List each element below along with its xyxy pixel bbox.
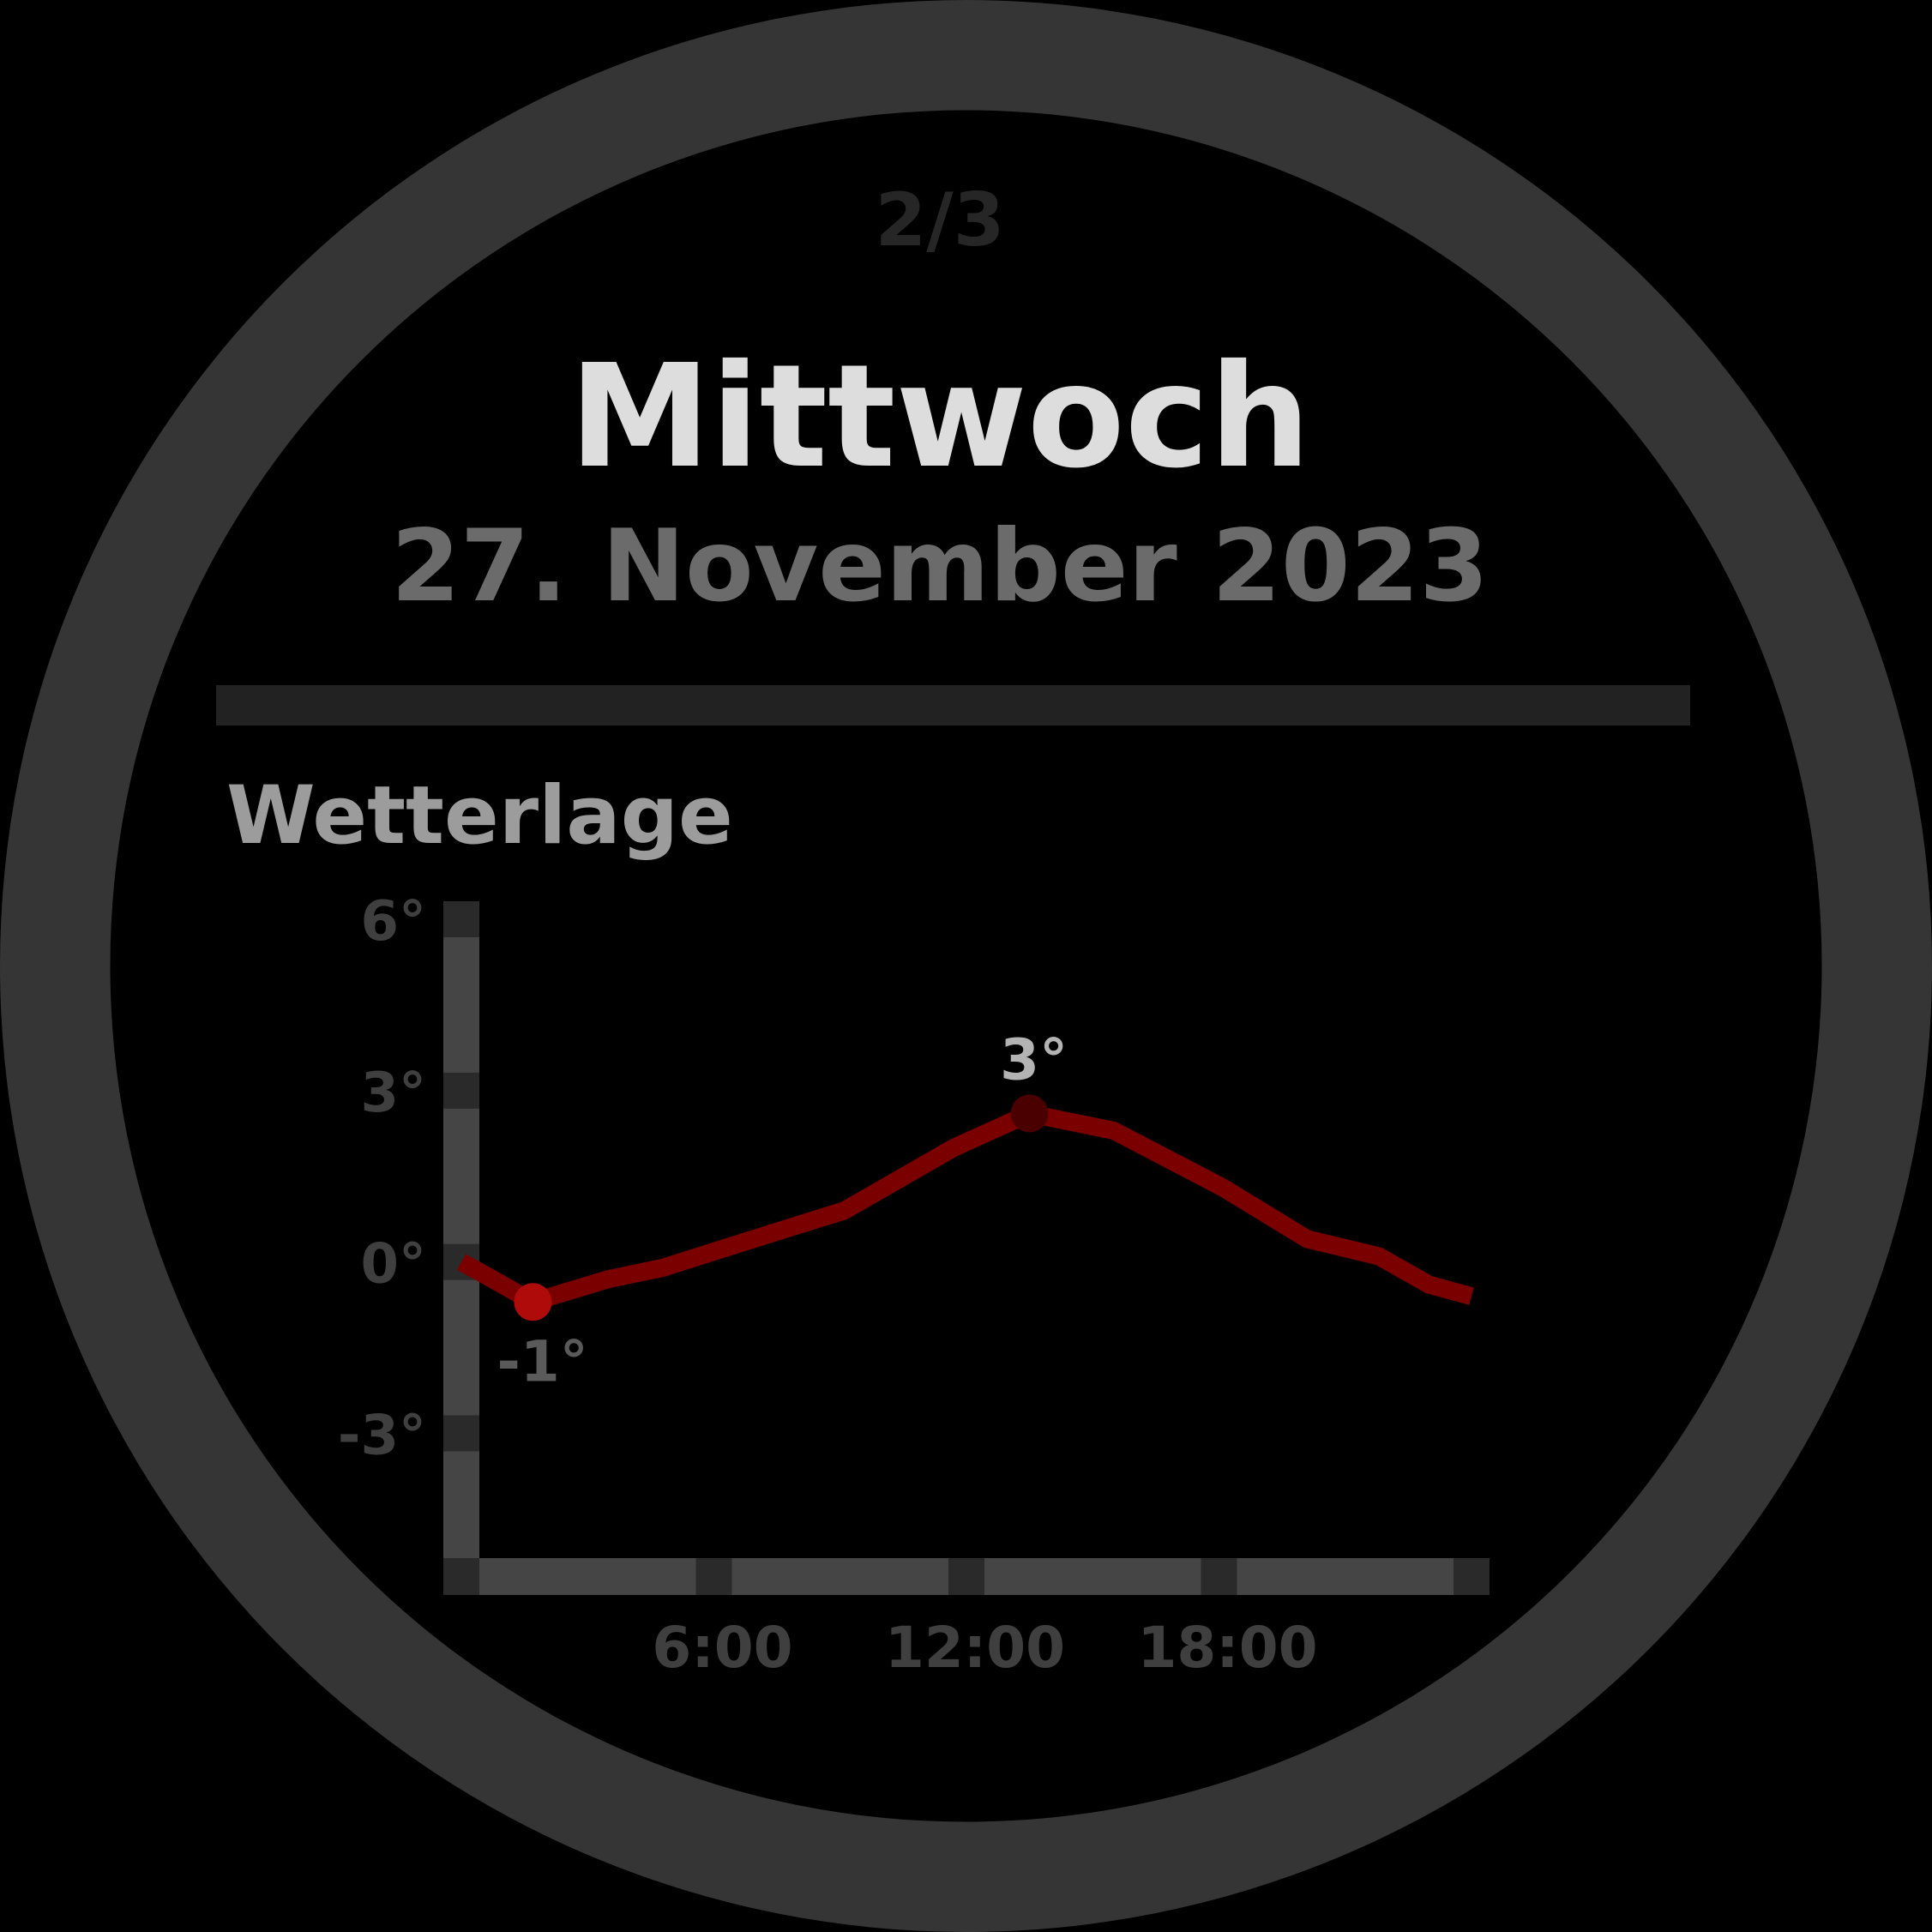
date-line: 27. November 2023 [391, 509, 1489, 624]
x-tick-mark [443, 1558, 479, 1595]
watch-screen [110, 110, 1822, 1822]
x-tick-label: 12:00 [885, 1615, 1065, 1681]
x-tick-label: 18:00 [1137, 1615, 1317, 1681]
temperature-chart: 6° 3° 0° -3° 6:00 12:00 18:00 -1° 3° [338, 890, 1490, 1681]
min-temperature-label: -1° [497, 1328, 587, 1394]
max-temperature-marker [1010, 1094, 1049, 1133]
max-temperature-label: 3° [1000, 1026, 1068, 1092]
y-ticks: 6° 3° 0° -3° [338, 890, 479, 1467]
x-tick-mark [695, 1558, 732, 1595]
y-tick-mark [443, 1072, 479, 1109]
x-tick-label: 6:00 [652, 1615, 792, 1681]
header-divider [216, 685, 1690, 725]
y-tick-label: 3° [360, 1062, 426, 1125]
y-tick-label: 0° [360, 1233, 426, 1297]
min-temperature-marker [514, 1283, 552, 1321]
page-indicator: 2/3 [875, 178, 1004, 263]
x-tick-mark [1201, 1558, 1237, 1595]
x-tick-mark [948, 1558, 984, 1595]
y-tick-label: -3° [338, 1404, 426, 1467]
y-tick-label: 6° [360, 890, 426, 954]
day-title: Mittwoch [569, 334, 1311, 500]
section-title: Wetterlage [226, 769, 733, 863]
x-tick-mark [1454, 1558, 1490, 1595]
y-tick-mark [443, 901, 479, 937]
x-ticks: 6:00 12:00 18:00 [443, 1558, 1490, 1681]
y-tick-mark [443, 1415, 479, 1452]
temperature-line [456, 1104, 1474, 1311]
